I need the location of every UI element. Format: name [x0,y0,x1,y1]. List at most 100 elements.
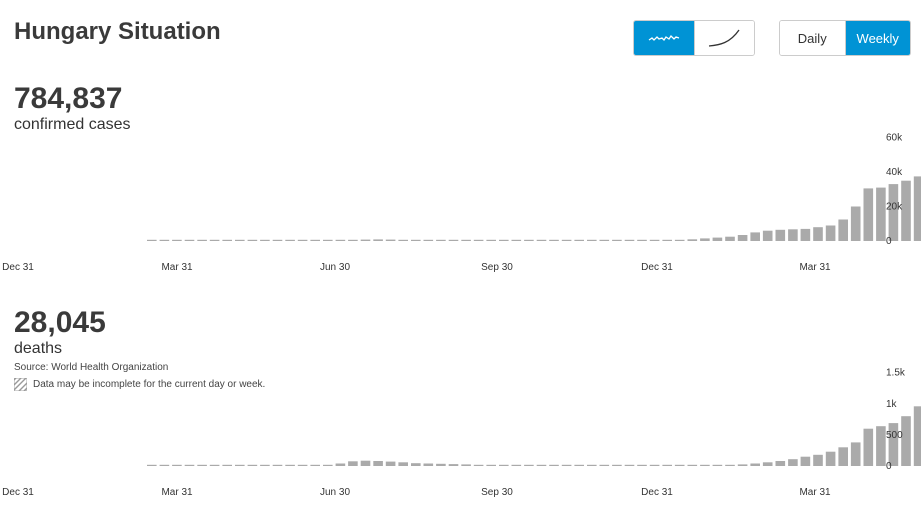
y-tick-label: 20k [886,202,903,213]
y-tick-label: 500 [886,430,903,441]
bar [448,239,459,241]
bar [373,239,383,241]
x-tick-label: Jun 30 [320,262,350,273]
bar [184,464,195,466]
bar [486,464,496,466]
x-tick-label: Mar 31 [161,487,193,498]
bar [398,462,408,466]
bar [260,239,270,241]
bar [662,464,672,466]
bar [888,423,899,466]
y-tick-label: 1.5k [886,368,906,379]
y-tick-label: 0 [886,236,892,247]
bar [549,464,559,466]
bar [348,239,358,241]
bar [813,227,823,241]
bar [209,464,220,466]
bar [687,239,698,241]
bar [624,464,635,466]
x-tick-label: Mar 31 [161,262,193,273]
period-toggle: Daily Weekly [779,20,911,56]
bar [825,225,836,241]
bar [260,464,270,466]
bar [574,239,584,241]
bar [876,426,886,466]
bar [800,228,811,241]
bar [788,459,798,466]
bar [863,188,874,241]
bar [436,463,446,466]
bar [285,239,295,241]
bar [473,464,484,466]
bar [612,464,622,466]
bar [436,239,446,241]
bar [335,239,346,241]
chart-type-toggle [633,20,755,56]
bar [360,239,371,241]
bar [838,447,848,466]
cases-total: 784,837 [14,82,123,115]
bar [310,239,320,241]
bar [511,239,522,241]
x-tick-label: Sep 30 [481,487,513,498]
bar [913,176,921,241]
bar [184,239,195,241]
bar [197,239,207,241]
bar [385,461,396,466]
cases-chart: 0 20k 40k 60k Dec 31 Mar 31 Jun 30 Sep 30 Dec 31… [2,133,921,273]
incomplete-data-note-text: Data may be incomplete for the current d… [33,379,266,390]
bar [297,239,308,241]
bar [561,464,572,466]
source-note: Source: World Health Organization [14,362,169,373]
bar [637,464,647,466]
x-tick-label: Mar 31 [799,487,831,498]
bar [775,461,786,466]
bar [486,239,496,241]
y-tick-label: 60k [886,133,903,144]
daily-button[interactable]: Daily [780,21,845,55]
bar [901,416,911,466]
bar [323,464,333,466]
bar [863,428,874,466]
x-tick-label: Dec 31 [641,262,673,273]
bar-view-button[interactable] [634,21,694,55]
bar [235,464,245,466]
cumulative-view-button[interactable] [693,21,754,55]
bar [423,239,434,241]
bar [222,239,232,241]
bar [762,230,773,241]
bar [272,239,283,241]
deaths-chart: 0 500 1k 1.5k Dec 31 Mar 31 Jun 30 Sep 30 Dec 31… [2,368,921,498]
bar [662,239,672,241]
bar [360,460,371,466]
bar [147,464,157,466]
bar [172,464,182,466]
bar [335,463,346,466]
bar [285,464,295,466]
bar [737,235,748,241]
bar [825,451,836,466]
y-tick-label: 40k [886,167,903,178]
bar [649,464,660,466]
bar [524,464,534,466]
bar [574,464,584,466]
x-tick-label: Dec 31 [2,262,34,273]
bar [876,187,886,241]
bar [888,184,899,241]
bar [385,239,396,241]
bar [159,464,170,466]
bar [850,442,861,466]
bar [247,464,258,466]
bar [499,239,509,241]
x-tick-label: Jun 30 [320,487,350,498]
bar [461,239,471,241]
bar [762,462,773,466]
bar [800,456,811,466]
bar [737,464,748,466]
bar [310,464,320,466]
bar [712,237,723,241]
weekly-button[interactable]: Weekly [844,21,910,55]
bar [750,463,760,466]
x-tick-label: Dec 31 [641,487,673,498]
bar [159,239,170,241]
